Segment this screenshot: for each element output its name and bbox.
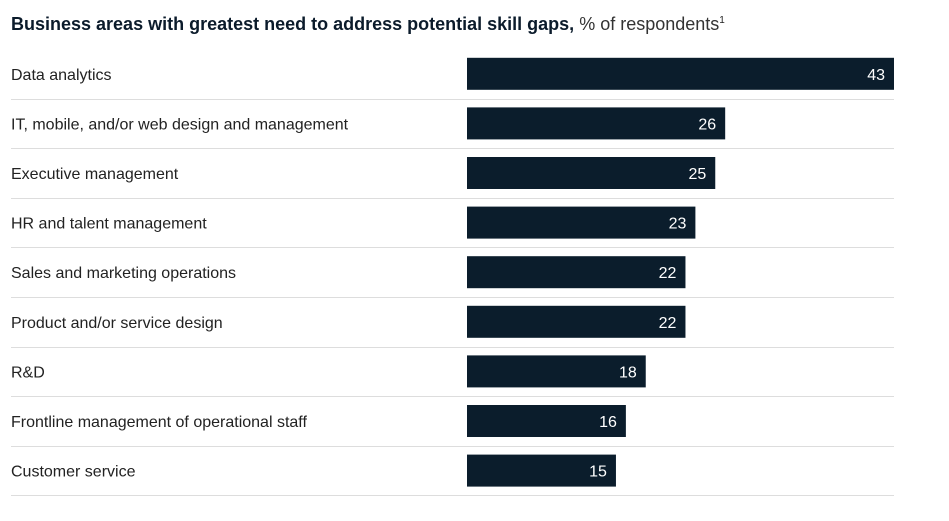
bar [467,454,616,487]
bar-value-label: 18 [619,364,637,381]
category-label: Product and/or service design [11,315,223,332]
bar [467,57,894,90]
chart-title: Business areas with greatest need to add… [11,12,725,36]
category-label: Frontline management of operational staf… [11,414,307,431]
bar [467,355,646,388]
footnote-marker: 1 [719,15,725,26]
bar [467,305,686,338]
category-label: Customer service [11,464,136,481]
category-label: Data analytics [11,67,112,84]
chart-title-main: Business areas with greatest need to add… [11,14,575,34]
chart-subtitle: % of respondents [579,14,720,34]
bar [467,107,726,140]
bar [467,256,686,289]
bar-value-label: 22 [659,265,677,282]
bar [467,405,626,437]
bar [467,206,696,239]
category-label: Executive management [11,166,179,183]
bar-value-label: 16 [599,414,617,431]
category-label: Sales and marketing operations [11,265,236,282]
category-label: IT, mobile, and/or web design and manage… [11,116,349,133]
category-label: R&D [11,364,45,381]
bar-value-label: 22 [659,315,677,332]
bar-value-label: 25 [688,166,706,183]
bar [467,157,716,189]
bar-value-label: 23 [669,216,687,233]
bar-value-label: 43 [867,67,885,84]
bar-value-label: 26 [698,116,716,133]
bar-value-label: 15 [589,464,607,481]
category-label: HR and talent management [11,216,207,233]
